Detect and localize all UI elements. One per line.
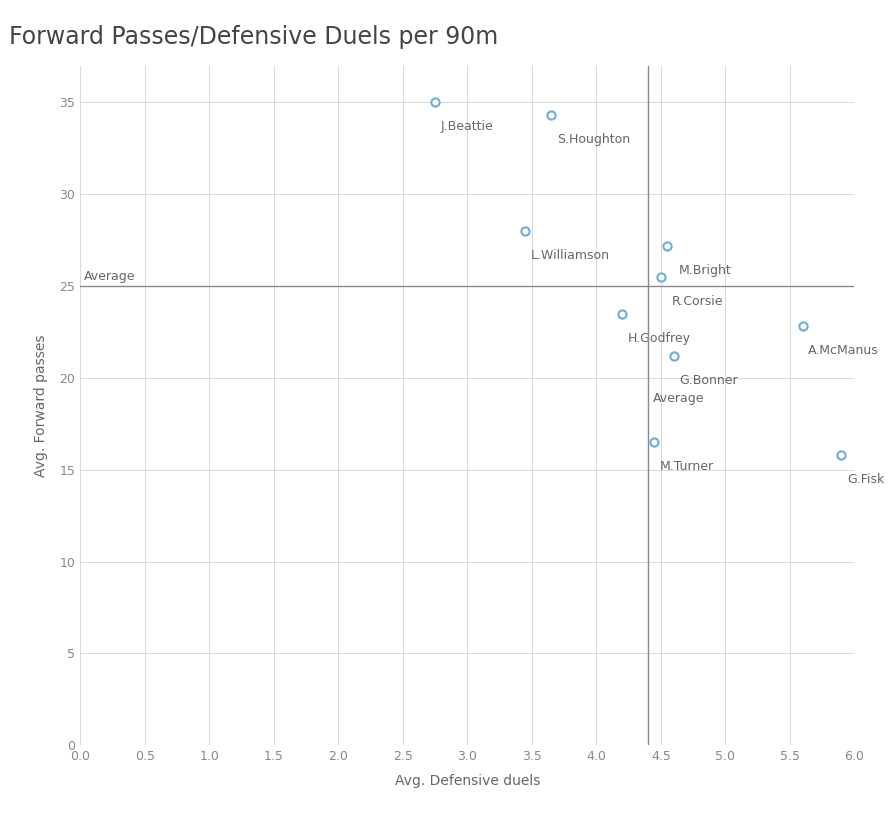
Text: H.Godfrey: H.Godfrey	[627, 332, 691, 345]
Point	[653, 270, 668, 283]
Text: R.Corsie: R.Corsie	[672, 295, 724, 308]
Text: Average: Average	[84, 270, 135, 283]
Text: M.Bright: M.Bright	[678, 264, 732, 277]
Text: Average: Average	[653, 392, 705, 405]
Point	[667, 349, 681, 362]
Point	[660, 239, 675, 252]
Text: G.Bonner: G.Bonner	[679, 373, 738, 387]
Text: A.McManus: A.McManus	[808, 345, 879, 357]
Point	[428, 96, 442, 109]
Text: J.Beattie: J.Beattie	[441, 120, 493, 133]
Text: Forward Passes/Defensive Duels per 90m: Forward Passes/Defensive Duels per 90m	[9, 25, 498, 48]
Text: G.Fisk: G.Fisk	[847, 473, 885, 486]
Point	[796, 320, 810, 333]
Point	[647, 436, 661, 449]
Text: L.Williamson: L.Williamson	[530, 249, 610, 262]
X-axis label: Avg. Defensive duels: Avg. Defensive duels	[394, 774, 540, 788]
Point	[835, 449, 849, 462]
Point	[518, 224, 532, 238]
Text: M.Turner: M.Turner	[659, 460, 714, 473]
Point	[544, 109, 558, 122]
Y-axis label: Avg. Forward passes: Avg. Forward passes	[34, 334, 48, 477]
Point	[615, 307, 629, 320]
Text: S.Houghton: S.Houghton	[556, 133, 630, 146]
